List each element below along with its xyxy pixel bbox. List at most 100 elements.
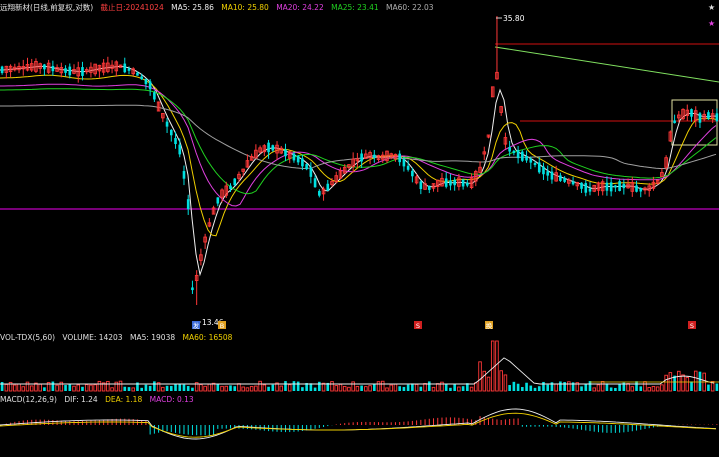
candle-body bbox=[584, 183, 588, 193]
candle bbox=[707, 110, 710, 120]
volume-bar bbox=[313, 387, 317, 391]
candle-body bbox=[84, 69, 89, 73]
candle bbox=[136, 71, 139, 76]
candle bbox=[381, 151, 385, 163]
candle-body bbox=[588, 188, 592, 192]
candle-body bbox=[165, 121, 169, 127]
volume-bar bbox=[169, 385, 173, 391]
candle-body bbox=[457, 177, 461, 187]
volume-bar bbox=[292, 381, 296, 391]
candle-body bbox=[486, 134, 491, 138]
candle bbox=[245, 154, 250, 168]
volume-bar bbox=[584, 384, 588, 391]
volume-bar bbox=[161, 386, 165, 392]
candle bbox=[254, 144, 258, 159]
candle bbox=[0, 65, 4, 75]
candle-body bbox=[136, 72, 139, 76]
candle bbox=[68, 63, 72, 79]
candle bbox=[550, 166, 554, 184]
candle bbox=[482, 146, 487, 161]
candle bbox=[580, 182, 583, 194]
candle-body bbox=[563, 177, 566, 182]
candle bbox=[453, 177, 456, 191]
candle-body bbox=[72, 69, 76, 74]
star-icon: ★ bbox=[708, 19, 716, 28]
ma60-legend: MA60: 22.03 bbox=[386, 3, 434, 12]
candle-body bbox=[182, 171, 186, 179]
candle bbox=[596, 181, 601, 196]
candle-body bbox=[368, 152, 372, 158]
candlestick-chart[interactable]: 35.80 13.46发 B S 换 S bbox=[0, 0, 719, 330]
volume-bar bbox=[651, 385, 656, 392]
candle-body bbox=[444, 178, 448, 187]
macd-chart[interactable] bbox=[0, 392, 719, 457]
candle-body bbox=[127, 68, 131, 71]
candle bbox=[533, 160, 537, 168]
candle bbox=[542, 162, 545, 180]
candle bbox=[457, 173, 461, 191]
candle-body bbox=[521, 151, 524, 161]
candle bbox=[118, 64, 123, 68]
volume-legend: VOL-TDX(5,60) VOLUME: 14203 MA5: 19038 M… bbox=[0, 331, 237, 345]
candle-body bbox=[516, 150, 520, 159]
volume-bar bbox=[677, 370, 681, 392]
candle-body bbox=[512, 150, 516, 153]
candle bbox=[203, 233, 207, 249]
candle-body bbox=[482, 151, 487, 155]
candle bbox=[262, 144, 267, 157]
candle-body bbox=[707, 112, 710, 119]
candle bbox=[563, 176, 566, 184]
candle bbox=[626, 178, 630, 189]
volume-bar bbox=[17, 383, 21, 392]
candle bbox=[89, 62, 93, 78]
candle-body bbox=[461, 179, 465, 187]
candle-body bbox=[89, 66, 93, 73]
candle-body bbox=[292, 153, 296, 161]
volume-bar bbox=[482, 370, 487, 392]
candle-body bbox=[161, 112, 165, 119]
signal-marker bbox=[192, 321, 200, 329]
volume-bar bbox=[249, 386, 254, 392]
volume-bar bbox=[318, 381, 321, 391]
volume-bar bbox=[59, 381, 64, 392]
candle bbox=[194, 270, 199, 305]
candle bbox=[144, 78, 148, 90]
candle bbox=[81, 61, 84, 81]
candle bbox=[592, 184, 596, 193]
candle-body bbox=[406, 165, 410, 170]
volume-bar bbox=[144, 384, 148, 391]
ma25-legend: MA25: 23.41 bbox=[331, 3, 379, 12]
candle bbox=[38, 62, 42, 74]
candle bbox=[435, 179, 440, 193]
volume-bar bbox=[385, 387, 389, 392]
candle bbox=[660, 168, 664, 178]
candle bbox=[685, 104, 690, 121]
volume-bar bbox=[0, 382, 4, 391]
candle-body bbox=[321, 188, 326, 195]
volume-bar bbox=[715, 383, 719, 391]
volume-bar bbox=[461, 386, 465, 391]
candle bbox=[17, 62, 21, 74]
volume-bar bbox=[525, 382, 528, 391]
candle bbox=[355, 152, 360, 168]
star-icon: ★ bbox=[708, 3, 716, 12]
candle bbox=[123, 57, 127, 74]
volume-bar bbox=[516, 383, 520, 391]
low-price-label: 13.46 bbox=[202, 318, 224, 327]
volume-bar bbox=[440, 381, 444, 392]
volume-bar bbox=[529, 385, 533, 391]
candle bbox=[296, 154, 300, 166]
volume-bar bbox=[301, 387, 304, 391]
volume-bar bbox=[495, 340, 499, 392]
volume-bar bbox=[469, 386, 474, 392]
candle-body bbox=[609, 182, 613, 192]
candle-body bbox=[301, 158, 304, 167]
candle-body bbox=[271, 145, 275, 151]
candle-body bbox=[715, 113, 719, 122]
volume-bar bbox=[136, 382, 139, 391]
candle-body bbox=[685, 109, 690, 116]
volume-chart[interactable] bbox=[0, 330, 719, 392]
candle-body bbox=[550, 171, 554, 180]
candle-body bbox=[702, 113, 706, 120]
trend-line bbox=[494, 46, 719, 83]
